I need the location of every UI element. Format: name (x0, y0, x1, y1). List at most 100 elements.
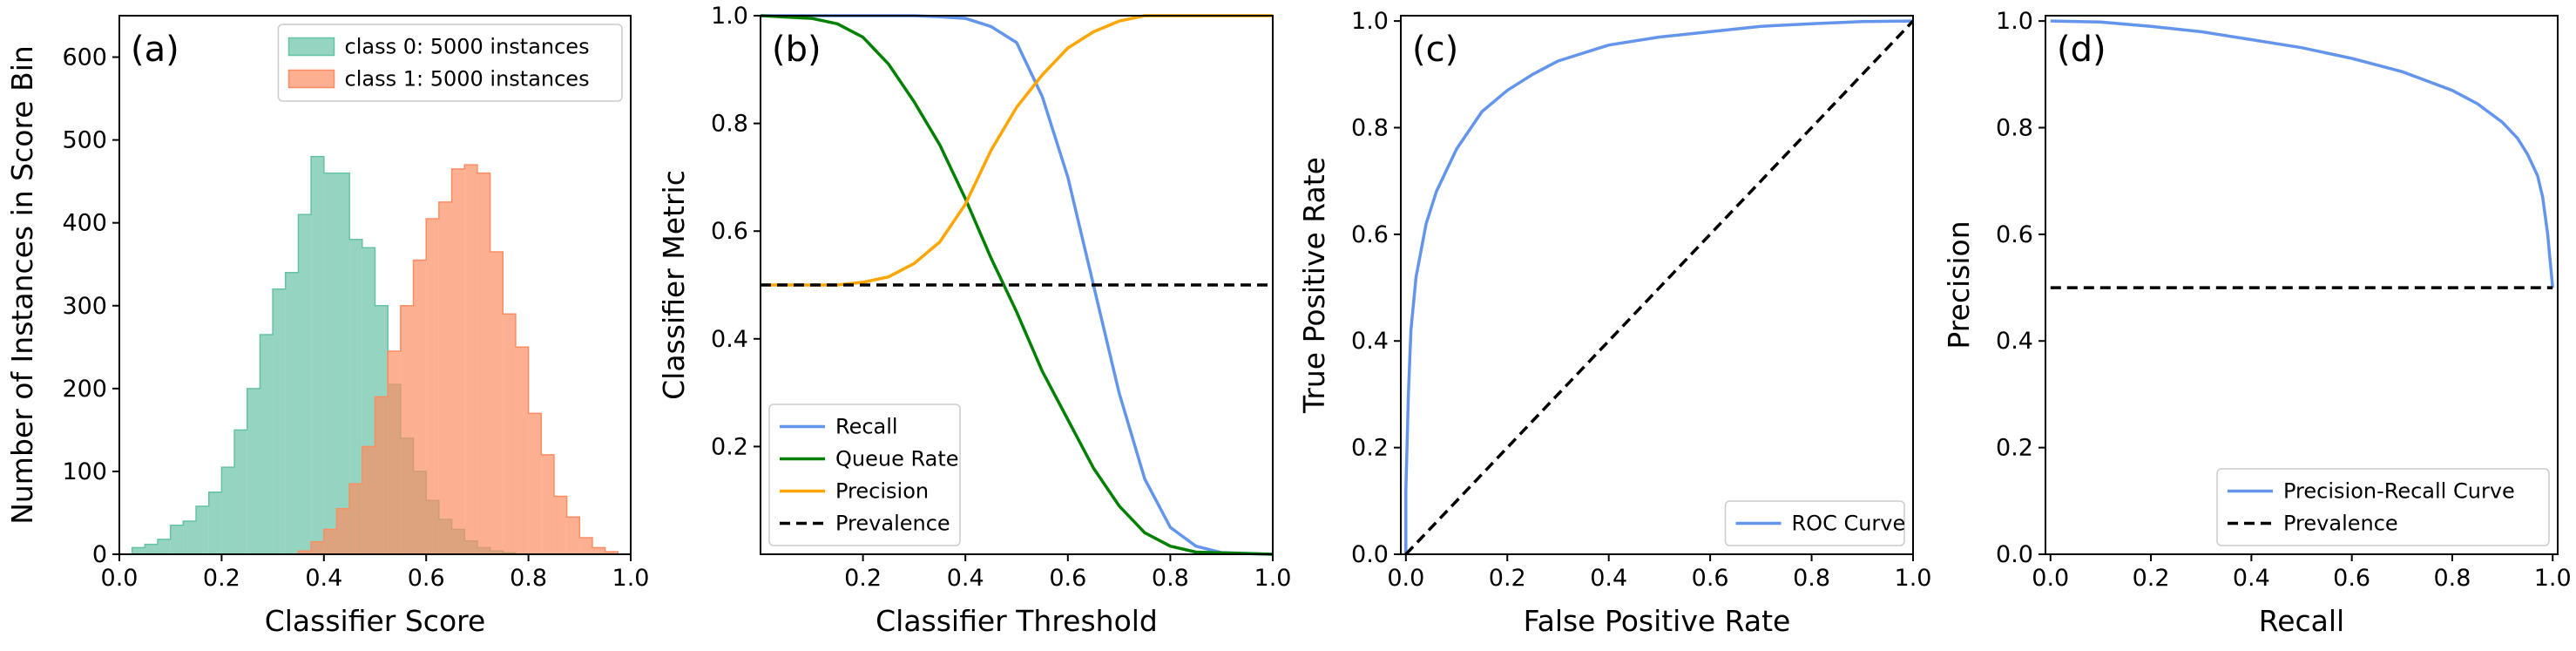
y-tick-label: 400 (62, 210, 107, 237)
x-tick-label: 0.6 (1692, 565, 1729, 592)
histogram-bar (426, 218, 439, 554)
histogram-bar (566, 517, 580, 554)
histogram-bar (605, 552, 619, 554)
histogram-bar (145, 544, 159, 554)
histogram-bar (336, 173, 350, 554)
x-tick-label: 0.2 (2133, 565, 2170, 592)
histogram-bar (541, 454, 554, 554)
x-tick-label: 0.2 (1489, 565, 1526, 592)
histogram-bar (336, 508, 350, 554)
histogram-bar (400, 305, 414, 554)
x-tick-label: 0.2 (203, 565, 240, 592)
x-tick-label: 0.0 (101, 565, 139, 592)
legend-swatch (287, 69, 335, 89)
y-tick-label: 0.6 (1351, 221, 1389, 248)
histogram-bar (273, 288, 286, 554)
legend: ROC Curve (1724, 500, 1906, 546)
histogram-bar (234, 430, 247, 554)
legend-label: ROC Curve (1792, 512, 1906, 536)
legend-swatch (287, 37, 335, 57)
plot-frame (1400, 15, 1914, 555)
histogram-bar (349, 484, 362, 554)
x-tick-label: 0.4 (947, 565, 984, 592)
histogram-bar (221, 467, 235, 554)
histogram-bar (464, 165, 477, 554)
histogram-bar (503, 314, 516, 554)
plot-frame (760, 15, 1274, 555)
y-tick-label: 1.0 (1351, 8, 1389, 35)
panel-label: (a) (131, 30, 179, 70)
y-tick-label: 1.0 (1996, 8, 2033, 35)
legend-label: class 0: 5000 instances (345, 35, 590, 59)
series-line-diagonal (1404, 19, 1915, 556)
histogram-bar (247, 388, 260, 554)
plot-frame (118, 15, 632, 555)
histogram-bar (298, 214, 312, 554)
x-tick-label: 0.8 (1152, 565, 1189, 592)
legend-label: Precision (835, 479, 929, 504)
histogram-series-1 (119, 164, 631, 555)
histogram-bar (592, 547, 605, 554)
histogram-bar (196, 505, 209, 554)
histogram-bar (311, 541, 324, 554)
panel-label: (d) (2057, 30, 2106, 70)
histogram-bar (477, 173, 490, 554)
legend-label: class 1: 5000 instances (345, 67, 590, 92)
histogram-bar (323, 173, 337, 554)
histogram-bar (490, 251, 504, 554)
histogram-bar (298, 551, 312, 554)
legend-label: Queue Rate (835, 447, 959, 471)
histogram-bar (413, 260, 427, 554)
legend-label: Prevalence (2283, 512, 2398, 536)
x-tick-label: 0.6 (2333, 565, 2370, 592)
legend-label: Precision-Recall Curve (2283, 479, 2515, 504)
x-tick-label: 1.0 (612, 565, 650, 592)
y-tick-label: 0.4 (1351, 328, 1389, 355)
x-tick-label: 1.0 (1254, 565, 1292, 592)
legend: Precision-Recall Curve Prevalence (2216, 468, 2550, 546)
x-axis-label: Recall (2259, 604, 2344, 638)
x-tick-label: 0.6 (408, 565, 445, 592)
x-tick-label: 0.8 (510, 565, 547, 592)
y-tick-label: 0.2 (1996, 435, 2033, 462)
x-axis-label: Classifier Score (265, 604, 486, 638)
y-tick-label: 0.6 (711, 218, 748, 245)
y-tick-label: 300 (62, 293, 107, 320)
legend: Recall Queue Rate Precision Prevalence (768, 403, 961, 546)
y-tick-label: 500 (62, 127, 107, 154)
x-tick-label: 0.8 (1793, 565, 1830, 592)
x-tick-label: 0.4 (2233, 565, 2270, 592)
panel-2: 0.0 0.2 0.4 0.6 0.8 1.0 0.0 0.2 0.4 0.6 0.8 1.0 Fals… (1297, 8, 1931, 638)
x-tick-label: 0.0 (1387, 565, 1424, 592)
x-axis-label: False Positive Rate (1524, 604, 1791, 638)
plot-frame (2045, 15, 2559, 555)
histogram-bar (451, 168, 465, 554)
histogram-bar (208, 492, 222, 554)
y-tick-label: 0.4 (711, 326, 748, 353)
legend: class 0: 5000 instances class 1: 5000 ins… (277, 24, 623, 102)
histogram-bar (132, 547, 145, 554)
series-line-precision (761, 14, 1273, 287)
y-tick-label: 0.2 (1351, 435, 1389, 462)
histogram-bar (515, 347, 529, 554)
legend-box (768, 403, 961, 546)
histogram-bar (388, 351, 401, 554)
y-tick-label: 0 (92, 541, 107, 568)
legend-label: Recall (835, 415, 898, 439)
y-axis-label: Precision (1942, 220, 1976, 349)
histogram-bar (285, 272, 299, 554)
panel-label: (c) (1412, 30, 1458, 70)
x-tick-label: 0.6 (1049, 565, 1086, 592)
histogram-bar (260, 335, 274, 554)
panel-3: 0.0 0.2 0.4 0.6 0.8 1.0 0.0 0.2 0.4 0.6 0.8 1.0 Reca… (1942, 8, 2572, 638)
y-tick-label: 0.8 (1351, 114, 1389, 141)
histogram-bar (311, 156, 324, 554)
y-axis-label: True Positive Rate (1297, 157, 1331, 414)
x-axis-label: Classifier Threshold (876, 604, 1158, 638)
y-tick-label: 600 (62, 44, 107, 71)
y-tick-label: 0.8 (711, 111, 748, 138)
histogram-bar (158, 539, 171, 554)
histogram-bar (375, 397, 389, 554)
histogram-bar (438, 201, 452, 554)
x-tick-label: 0.0 (2032, 565, 2069, 592)
